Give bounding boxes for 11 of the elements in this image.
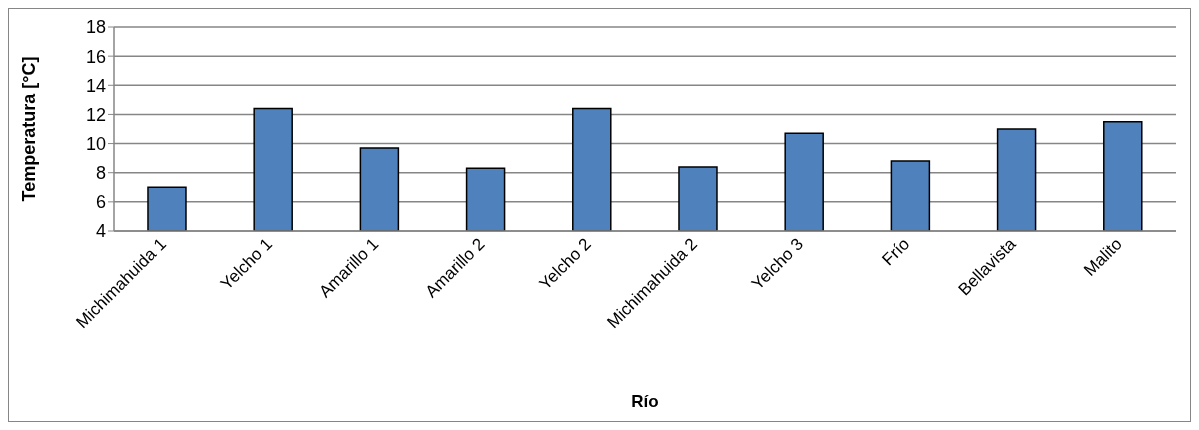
x-tick-label: Frío (878, 234, 914, 270)
y-tick-label: 8 (95, 163, 106, 184)
y-tick-label: 6 (95, 192, 106, 213)
y-tick-label: 18 (85, 17, 106, 38)
y-tick-label: 12 (85, 104, 106, 125)
x-axis-title: Río (631, 392, 659, 411)
y-tick-label: 14 (85, 75, 106, 96)
y-tick-label: 10 (85, 133, 106, 154)
y-tick-label: 4 (95, 221, 106, 242)
y-tick-label: 16 (85, 46, 106, 67)
y-axis-title: Temperatura [°C] (19, 56, 40, 202)
